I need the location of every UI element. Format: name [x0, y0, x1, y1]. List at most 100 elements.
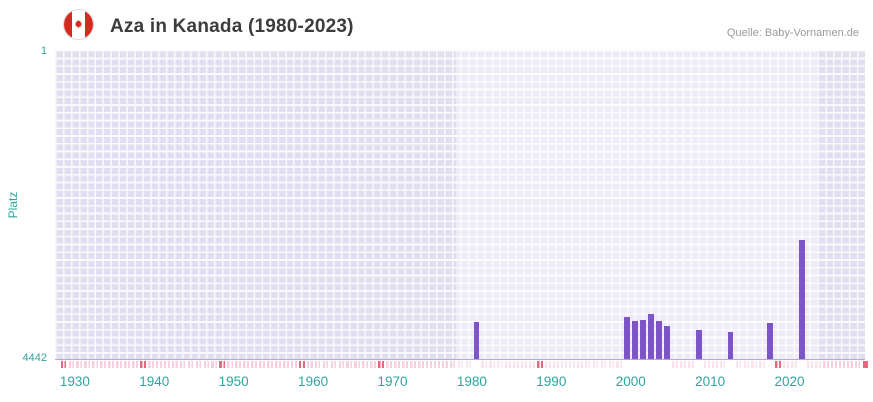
no-data-mark-1962 — [330, 361, 337, 368]
x-axis-line — [55, 359, 865, 360]
no-data-mark-1965 — [354, 361, 361, 368]
no-data-mark-1952 — [251, 361, 257, 368]
no-data-mark-1966 — [362, 361, 369, 368]
no-data-mark-1984 — [505, 361, 512, 368]
no-data-mark-2026 — [838, 361, 845, 368]
bar-2004[interactable] — [664, 325, 670, 360]
x-tick-1940: 1940 — [139, 374, 170, 389]
bar-2021[interactable] — [799, 239, 805, 360]
bar-2001[interactable] — [640, 320, 647, 360]
x-tick-1930: 1930 — [59, 374, 90, 389]
no-data-mark-1961 — [322, 361, 329, 368]
no-data-mark-1981 — [481, 361, 488, 368]
no-data-mark-2014 — [743, 361, 750, 368]
no-data-mark-2011 — [719, 361, 726, 368]
x-tick-2020: 2020 — [774, 374, 805, 389]
no-data-mark-1940 — [155, 361, 162, 368]
maple-leaf-icon — [74, 19, 83, 29]
no-data-mark-1947 — [211, 361, 218, 368]
no-data-mark-1934 — [108, 361, 114, 368]
no-data-mark-2019 — [783, 361, 789, 368]
x-tick-1990: 1990 — [536, 374, 567, 389]
bar-2017[interactable] — [767, 322, 774, 360]
source-attribution: Quelle: Baby-Vornamen.de — [726, 27, 859, 39]
no-data-mark-1930 — [76, 361, 83, 368]
no-data-mark-1943 — [179, 361, 186, 368]
no-data-mark-2025 — [830, 361, 837, 368]
no-data-mark-1942 — [171, 361, 178, 368]
no-data-mark-1963 — [338, 361, 345, 368]
no-data-mark-1950 — [235, 361, 242, 368]
no-data-mark-1937 — [132, 361, 138, 368]
no-data-mark-1969 — [386, 361, 392, 368]
no-data-mark-1987 — [529, 361, 535, 368]
y-tick-top: 1 — [40, 45, 47, 57]
x-tick-1960: 1960 — [298, 374, 329, 389]
no-data-mark-1975 — [433, 361, 440, 368]
no-data-mark-1959 — [306, 361, 313, 368]
no-data-mark-1970 — [394, 361, 400, 368]
no-data-mark-1939 — [147, 361, 154, 368]
no-data-mark-1951 — [243, 361, 249, 368]
no-data-mark-1974 — [425, 361, 432, 368]
no-data-mark-1977 — [449, 361, 456, 368]
no-data-mark-1929 — [68, 361, 75, 368]
bar-1980[interactable] — [473, 322, 480, 360]
x-tick-1970: 1970 — [377, 374, 408, 389]
no-data-mark-1996 — [600, 361, 607, 368]
no-data-mark-1958 — [298, 361, 305, 368]
no-data-mark-1978 — [457, 361, 464, 368]
no-data-mark-1935 — [116, 361, 122, 368]
no-data-mark-1989 — [544, 361, 551, 368]
no-data-mark-1948 — [219, 361, 226, 368]
flag-red-band-left — [64, 10, 72, 39]
no-data-mark-1997 — [608, 361, 615, 368]
no-data-mark-1979 — [465, 361, 472, 368]
x-tick-2000: 2000 — [615, 374, 646, 389]
x-axis-ticks: 1930 1940 1950 1960 1970 1980 1990 2000 2010 2020 — [55, 374, 865, 394]
no-data-mark-1955 — [274, 361, 281, 368]
no-data-mark-1983 — [497, 361, 504, 368]
x-tick-2010: 2010 — [695, 374, 726, 389]
no-data-mark-2027 — [846, 361, 853, 368]
no-data-mark-1976 — [441, 361, 448, 368]
x-tick-1950: 1950 — [218, 374, 249, 389]
no-data-mark-2005 — [672, 361, 678, 368]
no-data-mark-1972 — [409, 361, 416, 368]
no-data-mark-2024 — [822, 361, 829, 368]
no-data-mark-1938 — [139, 361, 146, 368]
no-data-mark-2018 — [775, 361, 782, 368]
no-data-mark-1953 — [259, 361, 265, 368]
no-data-mark-1960 — [314, 361, 321, 368]
bar-2008[interactable] — [695, 329, 702, 360]
no-data-mark-2006 — [679, 361, 686, 368]
no-data-mark-1991 — [560, 361, 567, 368]
no-data-mark-1931 — [84, 361, 91, 368]
no-data-strip — [55, 360, 869, 368]
no-data-mark-1949 — [227, 361, 234, 368]
no-data-mark-1968 — [378, 361, 384, 368]
no-data-mark-2013 — [735, 361, 742, 368]
no-data-mark-1945 — [195, 361, 202, 368]
bar-2002[interactable] — [648, 313, 654, 360]
no-data-mark-1933 — [100, 361, 107, 368]
no-data-mark-2020 — [791, 361, 797, 368]
no-data-mark-1985 — [513, 361, 519, 368]
no-data-mark-2015 — [751, 361, 758, 368]
y-axis-title: Platz — [6, 191, 20, 219]
no-data-mark-1994 — [584, 361, 591, 368]
no-data-mark-1998 — [616, 361, 623, 368]
bar-2012[interactable] — [727, 331, 734, 360]
no-data-mark-1941 — [163, 361, 170, 368]
no-data-mark-1928 — [60, 361, 67, 368]
no-data-mark-1957 — [290, 361, 297, 368]
no-data-mark-1990 — [552, 361, 559, 368]
flag-white-band — [71, 10, 86, 39]
no-data-mark-2029 — [862, 361, 869, 368]
no-data-mark-1995 — [592, 361, 599, 368]
bar-2003[interactable] — [656, 320, 662, 360]
no-data-mark-2028 — [854, 361, 861, 368]
no-data-mark-1964 — [346, 361, 353, 368]
bar-1999[interactable] — [624, 317, 631, 360]
bar-2000[interactable] — [632, 320, 639, 360]
